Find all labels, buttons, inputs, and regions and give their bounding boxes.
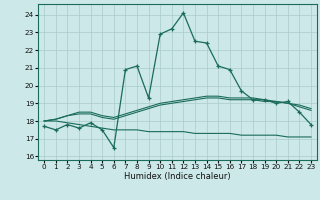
X-axis label: Humidex (Indice chaleur): Humidex (Indice chaleur) xyxy=(124,172,231,181)
